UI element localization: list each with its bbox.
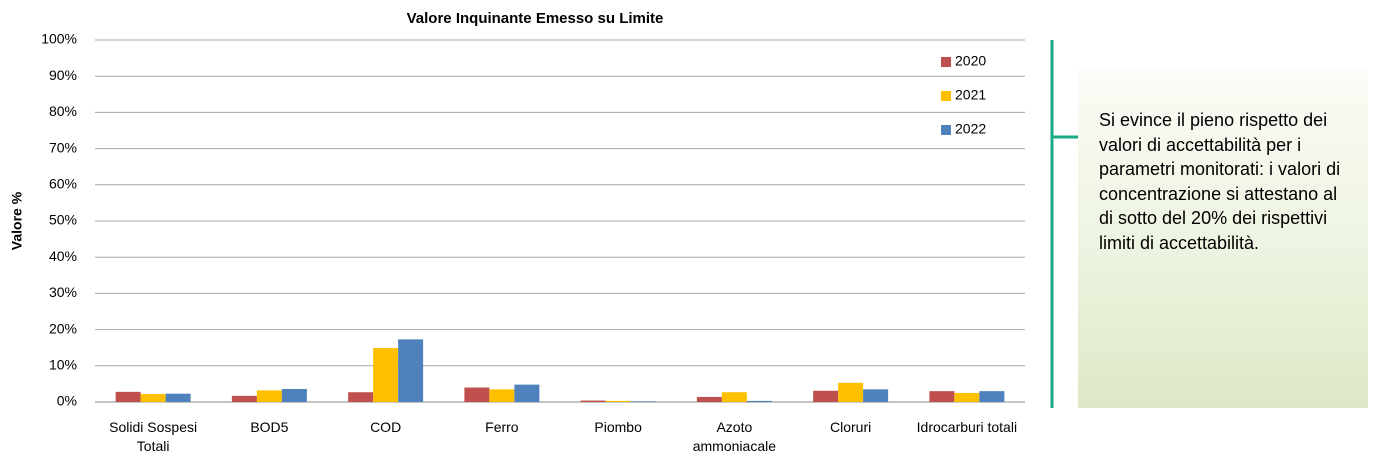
chart-title: Valore Inquinante Emesso su Limite bbox=[407, 10, 664, 27]
bar bbox=[281, 388, 307, 402]
bracket bbox=[1050, 40, 1080, 408]
x-tick-label: Solidi Sospesi Totali bbox=[109, 419, 198, 454]
bar bbox=[838, 382, 864, 402]
y-tick-label: 0% bbox=[57, 393, 77, 409]
bar bbox=[580, 400, 606, 402]
bar bbox=[813, 390, 839, 402]
bar bbox=[514, 384, 540, 402]
bar bbox=[746, 400, 772, 402]
bar bbox=[464, 387, 490, 402]
legend-swatch bbox=[941, 91, 951, 101]
x-tick-label: BOD5 bbox=[250, 419, 289, 435]
x-tick-label: Piombo bbox=[594, 419, 642, 435]
y-tick-label: 10% bbox=[49, 357, 77, 373]
bar bbox=[231, 395, 257, 402]
legend-swatch bbox=[941, 57, 951, 67]
x-tick-label: Idrocarburi totali bbox=[916, 419, 1018, 435]
x-tick-label: Azoto ammoniacale bbox=[692, 419, 776, 454]
y-tick-label: 90% bbox=[49, 67, 77, 83]
legend-swatch bbox=[941, 125, 951, 135]
y-tick-label: 100% bbox=[41, 31, 77, 47]
y-axis-label: Valore % bbox=[9, 191, 25, 250]
bar bbox=[398, 339, 424, 402]
y-tick-label: 50% bbox=[49, 212, 77, 228]
bar bbox=[256, 390, 282, 402]
bar bbox=[489, 389, 515, 402]
bar bbox=[140, 394, 166, 402]
x-tick-label: COD bbox=[370, 419, 402, 435]
bar bbox=[605, 400, 631, 402]
y-tick-label: 60% bbox=[49, 176, 77, 192]
bar bbox=[696, 396, 722, 402]
bar bbox=[115, 391, 141, 402]
bar bbox=[373, 348, 399, 402]
y-tick-label: 20% bbox=[49, 320, 77, 336]
legend-label: 2022 bbox=[955, 121, 986, 137]
y-tick-label: 70% bbox=[49, 139, 77, 155]
bar bbox=[630, 401, 656, 402]
bar bbox=[348, 392, 374, 402]
annotation: Si evince il pieno rispetto dei valori d… bbox=[1078, 70, 1368, 408]
bar bbox=[863, 389, 889, 402]
y-tick-label: 30% bbox=[49, 284, 77, 300]
bar bbox=[979, 391, 1005, 402]
bar bbox=[929, 391, 955, 402]
legend-label: 2021 bbox=[955, 87, 986, 103]
bar bbox=[165, 393, 191, 402]
y-tick-label: 40% bbox=[49, 248, 77, 264]
x-tick-label: Ferro bbox=[485, 419, 519, 435]
bar bbox=[721, 392, 747, 402]
x-tick-label: Cloruri bbox=[830, 419, 872, 435]
y-tick-label: 80% bbox=[49, 103, 77, 119]
legend-label: 2020 bbox=[955, 53, 986, 69]
bar bbox=[954, 392, 980, 402]
